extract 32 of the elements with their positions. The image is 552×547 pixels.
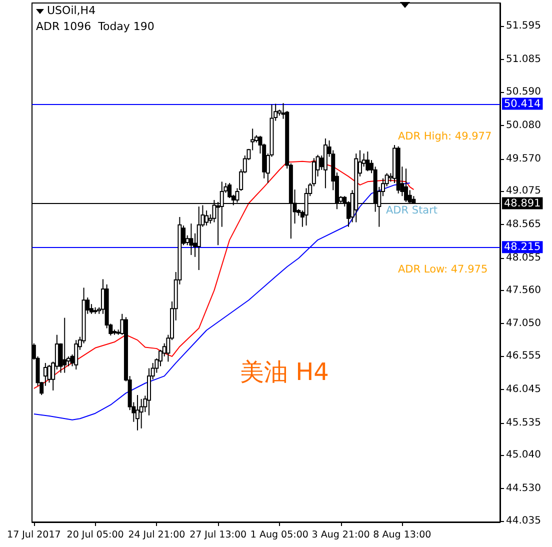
annotation: 美油 H4	[240, 358, 329, 386]
y-tick-label: 45.040	[506, 450, 541, 461]
annotation: ADR High: 49.977	[398, 130, 492, 142]
y-tick-label: 44.530	[506, 483, 541, 494]
x-tick-label: 3 Aug 21:00	[312, 530, 370, 540]
x-tick-label: 20 Jul 05:00	[66, 530, 124, 540]
x-tick-label: 24 Jul 21:00	[128, 530, 186, 540]
y-tick-label: 45.535	[506, 417, 541, 428]
ref-line-label: 48.891	[504, 197, 541, 210]
annotation: ADR Low: 47.975	[398, 264, 488, 276]
y-tick-label: 46.555	[506, 350, 541, 362]
y-tick-label: 50.080	[506, 120, 541, 131]
y-tick-label: 49.075	[506, 186, 541, 197]
ref-line-label: 48.215	[504, 241, 541, 254]
y-tick-label: 44.035	[506, 516, 541, 527]
x-tick-label: 8 Aug 13:00	[373, 530, 432, 540]
text: ADR 1096 Today 190	[36, 20, 154, 33]
x-tick-label: 27 Jul 13:00	[190, 530, 247, 540]
y-tick-label: 49.570	[506, 153, 541, 164]
y-tick-label: 51.085	[506, 54, 541, 66]
y-tick-label: 47.560	[506, 284, 541, 296]
y-tick-label: 51.595	[506, 20, 541, 32]
y-tick-label: 48.565	[506, 219, 541, 230]
x-tick-label: 1 Aug 05:00	[250, 530, 308, 540]
y-tick-label: 48.055	[506, 252, 541, 264]
chart-title: USOil,H4	[47, 4, 96, 17]
ref-line-label: 50.414	[504, 98, 542, 110]
y-tick-label: 47.050	[506, 318, 541, 330]
y-tick-label: 50.590	[506, 86, 541, 98]
y-tick-label: 46.045	[506, 384, 541, 395]
annotation: ADR Start	[386, 204, 438, 216]
x-tick-label: 17 Jul 2017	[7, 530, 61, 540]
